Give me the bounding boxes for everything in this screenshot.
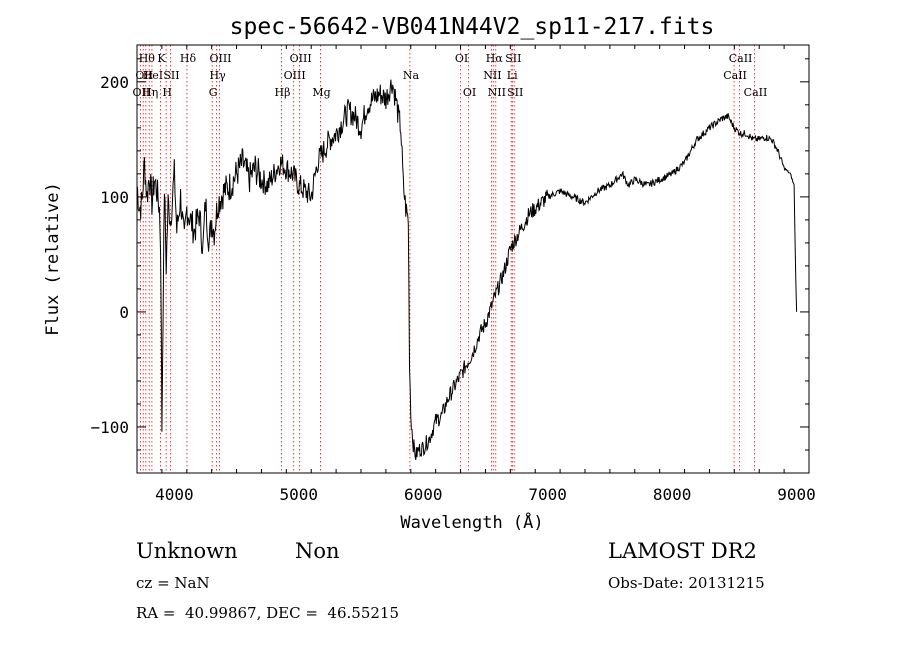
marker-label: Li xyxy=(507,69,518,82)
marker-label: H xyxy=(162,86,172,99)
object-class: Unknown xyxy=(136,539,238,563)
marker-label: G xyxy=(209,86,218,99)
marker-label: HeI xyxy=(143,69,163,82)
y-axis-label: Flux (relative) xyxy=(43,182,63,336)
redshift-cz: cz = NaN xyxy=(136,574,210,592)
axis-ticks: 4000 5000 6000 7000 8000 9000 −100 0 100 200 xyxy=(90,45,816,504)
marker-label: OIII xyxy=(209,52,231,65)
spectrum-line xyxy=(136,79,798,461)
marker-label: OI xyxy=(455,52,468,65)
spectrum-series xyxy=(136,79,798,461)
plot-frame xyxy=(136,44,810,474)
marker-label: Hη xyxy=(142,86,158,99)
marker-label: Na xyxy=(403,69,420,82)
marker-label: OI xyxy=(463,86,476,99)
marker-label: CaII xyxy=(729,52,753,65)
marker-label: CaII xyxy=(744,86,768,99)
y-tick-label: 200 xyxy=(100,73,129,92)
x-axis-label: Wavelength (Å) xyxy=(400,511,543,533)
marker-label: Hβ xyxy=(275,86,291,99)
object-subclass: Non xyxy=(295,539,340,563)
marker-label: Hδ xyxy=(180,52,197,65)
y-tick-label: 0 xyxy=(119,303,129,322)
spectrum-chart: spec-56642-VB041N44V2_sp11-217.fits OII O… xyxy=(43,14,816,533)
x-tick-label: 9000 xyxy=(777,485,816,504)
survey-name: LAMOST DR2 xyxy=(608,539,757,563)
marker-label: OII xyxy=(135,69,153,82)
marker-label: CaII xyxy=(723,69,747,82)
marker-label: NII xyxy=(483,69,501,82)
marker-label: OIII xyxy=(284,69,306,82)
marker-label: Hα xyxy=(486,52,504,65)
marker-label: NII xyxy=(488,86,506,99)
marker-label: Mg xyxy=(312,86,330,99)
x-tick-label: 5000 xyxy=(280,485,319,504)
marker-label: OIII xyxy=(290,52,312,65)
x-tick-label: 8000 xyxy=(653,485,692,504)
y-tick-label: −100 xyxy=(90,418,129,437)
marker-label: SII xyxy=(505,52,521,65)
line-markers: OIIOIIHθHηHeIKHSIIHδGHγOIIIHβOIIIOIIIMgN… xyxy=(133,45,768,473)
marker-label: SII xyxy=(507,86,523,99)
x-tick-label: 4000 xyxy=(155,485,194,504)
marker-label: K xyxy=(157,52,166,65)
x-tick-label: 7000 xyxy=(528,485,567,504)
y-tick-label: 100 xyxy=(100,188,129,207)
chart-title: spec-56642-VB041N44V2_sp11-217.fits xyxy=(230,14,715,40)
marker-label: SII xyxy=(163,69,179,82)
marker-label: Hθ xyxy=(139,52,156,65)
marker-label: Hγ xyxy=(210,69,227,82)
coordinates: RA = 40.99867, DEC = 46.55215 xyxy=(136,604,400,622)
x-tick-label: 6000 xyxy=(404,485,443,504)
observation-date: Obs-Date: 20131215 xyxy=(608,574,765,592)
